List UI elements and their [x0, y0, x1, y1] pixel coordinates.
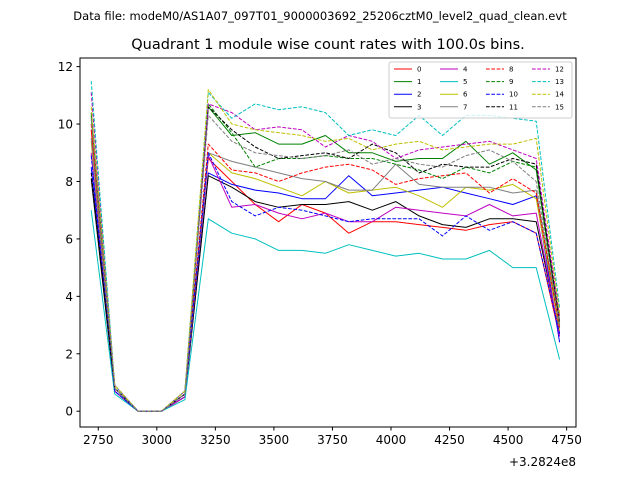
plot-frame — [79, 57, 577, 428]
series-line-3 — [90, 175, 561, 412]
series-line-5 — [90, 210, 561, 412]
legend-label-15: 15 — [555, 103, 564, 111]
series-line-11 — [90, 106, 561, 412]
plot-lines — [90, 80, 561, 412]
y-tick-label-12: 12 — [58, 60, 73, 74]
legend-label-10: 10 — [509, 91, 518, 99]
series-line-7 — [90, 138, 561, 412]
x-tick-label-4000: 4000 — [376, 433, 407, 447]
chart-title: Quadrant 1 module wise count rates with … — [131, 37, 525, 53]
series-line-4 — [90, 152, 561, 412]
series-line-10 — [90, 152, 561, 412]
legend-label-6: 6 — [463, 91, 468, 99]
legend-box — [388, 61, 573, 119]
series-line-12 — [90, 92, 561, 412]
legend-label-5: 5 — [463, 78, 467, 86]
legend-label-3: 3 — [417, 103, 421, 111]
legend-label-14: 14 — [555, 91, 564, 99]
legend-label-0: 0 — [417, 66, 421, 74]
legend-label-2: 2 — [417, 91, 421, 99]
x-tick-label-3000: 3000 — [142, 433, 173, 447]
legend-label-4: 4 — [463, 66, 468, 74]
legend-label-12: 12 — [555, 66, 564, 74]
legend-label-13: 13 — [555, 78, 564, 86]
series-line-2 — [90, 167, 561, 412]
legend-label-11: 11 — [509, 103, 518, 111]
series-line-15 — [90, 114, 561, 412]
legend-label-1: 1 — [417, 78, 421, 86]
y-axis: 0 2 4 6 8 10 12 — [58, 60, 80, 419]
x-tick-label-4500: 4500 — [493, 433, 524, 447]
series-line-0 — [90, 129, 561, 412]
x-axis: 2750 3000 3250 3500 3750 4000 4250 4500 4750 — [83, 427, 582, 447]
x-tick-label-3500: 3500 — [259, 433, 290, 447]
legend-label-8: 8 — [509, 66, 513, 74]
x-tick-label-4250: 4250 — [434, 433, 465, 447]
y-tick-label-6: 6 — [65, 232, 73, 246]
y-tick-label-2: 2 — [65, 347, 73, 361]
x-tick-label-2750: 2750 — [83, 433, 114, 447]
x-offset-label: +3.2824e8 — [509, 455, 576, 469]
y-tick-label-10: 10 — [58, 118, 73, 132]
y-tick-label-4: 4 — [65, 290, 73, 304]
legend-label-9: 9 — [509, 78, 513, 86]
series-line-13 — [90, 80, 561, 412]
legend-label-7: 7 — [463, 103, 467, 111]
y-tick-label-8: 8 — [65, 175, 73, 189]
series-line-1 — [90, 106, 561, 412]
y-tick-label-0: 0 — [65, 405, 73, 419]
series-line-14 — [90, 89, 561, 412]
x-tick-label-3250: 3250 — [200, 433, 231, 447]
x-tick-label-4750: 4750 — [551, 433, 582, 447]
x-tick-label-3750: 3750 — [317, 433, 348, 447]
chart-suptitle: Data file: modeM0/AS1A07_097T01_90000036… — [73, 9, 567, 23]
